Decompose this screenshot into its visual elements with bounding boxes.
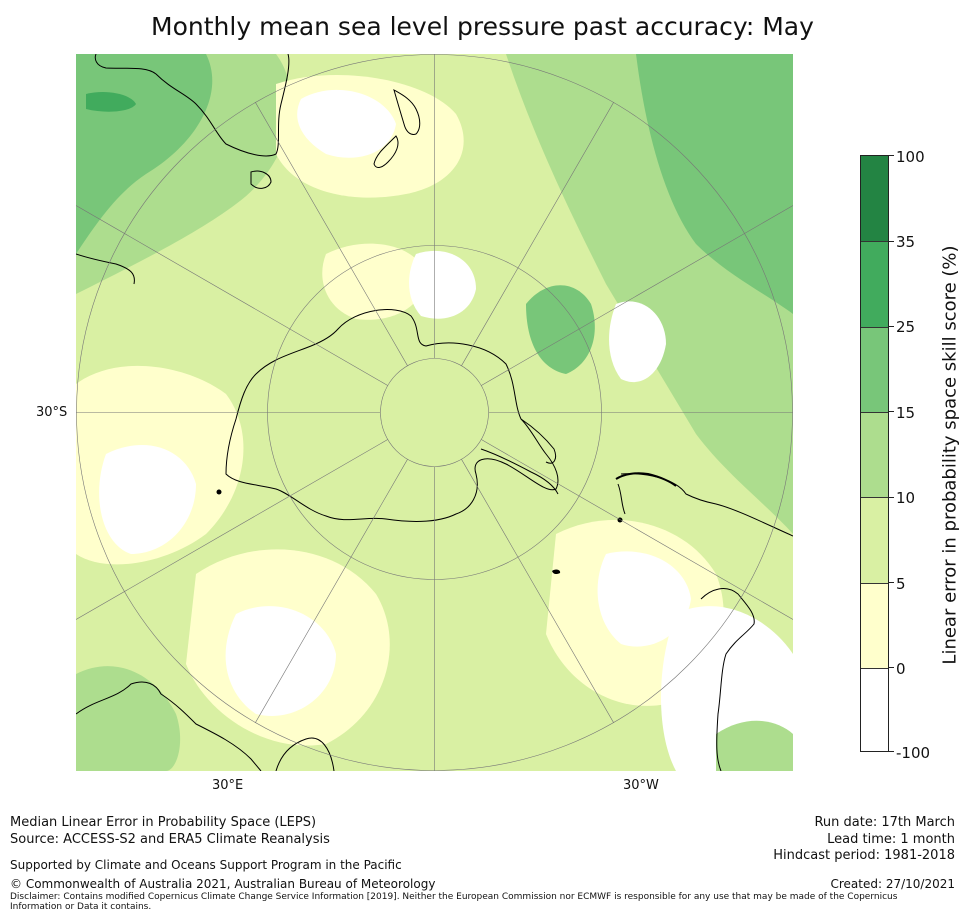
colorbar-bin-5-10 bbox=[861, 497, 888, 583]
colorbar-tickmark-25 bbox=[889, 326, 894, 327]
footer-copyright: © Commonwealth of Australia 2021, Austra… bbox=[10, 877, 436, 891]
meridian-60 bbox=[76, 205, 388, 386]
australia-coastline bbox=[76, 681, 335, 771]
latitude-label-30s: 30°S bbox=[36, 405, 68, 420]
new-zealand-north-island bbox=[393, 88, 421, 135]
meridian-240 bbox=[481, 439, 793, 620]
negative-skill-west bbox=[99, 445, 196, 554]
madagascar-coastline bbox=[250, 170, 272, 189]
negative-skill-southwest bbox=[225, 606, 336, 716]
chile-fjords bbox=[617, 483, 626, 515]
colorbar-bin-10-15 bbox=[861, 412, 888, 497]
colorbar-tick-35: 35 bbox=[896, 233, 916, 251]
colorbar-tickmark-100 bbox=[889, 155, 894, 156]
patagonia-coast-detail bbox=[615, 472, 677, 487]
meridian-300 bbox=[481, 205, 793, 386]
footer-source: Source: ACCESS-S2 and ERA5 Climate Reana… bbox=[10, 832, 330, 847]
footer-support: Supported by Climate and Oceans Support … bbox=[10, 858, 402, 872]
colorbar-tickmark-35 bbox=[889, 241, 894, 242]
colorbar-tickmark-10 bbox=[889, 497, 894, 498]
antarctic-peninsula bbox=[520, 418, 557, 464]
meridian-210 bbox=[461, 459, 614, 723]
falkland-islands bbox=[552, 569, 561, 575]
skill-score-map bbox=[76, 54, 793, 771]
colorbar-tickmark-15 bbox=[889, 411, 894, 412]
colorbar-tick-100: 100 bbox=[896, 148, 925, 166]
negative-skill-center bbox=[409, 250, 476, 319]
skill-zone-south-pacific bbox=[716, 720, 793, 771]
footer-method: Median Linear Error in Probability Space… bbox=[10, 815, 317, 830]
colorbar-tick-10: 10 bbox=[896, 489, 916, 507]
africa-coastline bbox=[94, 54, 290, 157]
new-zealand-south-island bbox=[373, 135, 399, 168]
longitude-label-30w: 30°W bbox=[623, 778, 659, 793]
colorbar-tick-5: 5 bbox=[896, 575, 906, 593]
antarctic-peninsula-tip bbox=[480, 448, 559, 495]
colorbar-tickmark-5 bbox=[889, 582, 894, 583]
colorbar-tick-neg100: -100 bbox=[896, 744, 931, 762]
footer-lead-time: Lead time: 1 month bbox=[827, 832, 955, 847]
colorbar-bin-15-25 bbox=[861, 327, 888, 412]
negative-skill-pacific bbox=[609, 301, 666, 383]
skill-zone-pacific-strong bbox=[636, 54, 793, 314]
skill-zone-pacific-center bbox=[526, 285, 595, 374]
colorbar-bin-25-35 bbox=[861, 241, 888, 327]
meridian-30 bbox=[255, 102, 408, 366]
latitude-circle-80 bbox=[380, 358, 489, 467]
meridian-120 bbox=[76, 439, 388, 620]
footer-created: Created: 27/10/2021 bbox=[830, 877, 955, 891]
footer-run-date: Run date: 17th March bbox=[814, 815, 955, 830]
footer-disclaimer: Disclaimer: Contains modified Copernicus… bbox=[10, 892, 898, 912]
colorbar-tick-25: 25 bbox=[896, 318, 916, 336]
colorbar-bin-neg100-0 bbox=[861, 668, 888, 751]
chart-title: Monthly mean sea level pressure past acc… bbox=[151, 12, 814, 41]
antarctica-coastline bbox=[225, 309, 559, 522]
footer-hindcast: Hindcast period: 1981-2018 bbox=[773, 848, 955, 863]
colorbar-tickmark-0 bbox=[889, 667, 894, 668]
graticule bbox=[76, 54, 793, 771]
colorbar-tick-15: 15 bbox=[896, 404, 916, 422]
polar-map bbox=[76, 54, 793, 771]
west-coast-outline bbox=[76, 253, 135, 285]
meridian-330 bbox=[461, 102, 614, 366]
colorbar-label: Linear error in probability space skill … bbox=[939, 245, 961, 665]
colorbar-tickmark-neg100 bbox=[889, 751, 894, 752]
kerguelen-island bbox=[216, 489, 222, 495]
skill-zone-africa-peak bbox=[86, 92, 136, 112]
colorbar-bin-0-5 bbox=[861, 583, 888, 668]
colorbar-tick-0: 0 bbox=[896, 660, 906, 678]
colorbar-bin-35-100 bbox=[861, 156, 888, 241]
negative-skill-east bbox=[597, 551, 691, 647]
meridian-150 bbox=[255, 459, 408, 723]
skill-zone-australia bbox=[76, 666, 181, 771]
colorbar bbox=[860, 155, 889, 752]
longitude-label-30e: 30°E bbox=[212, 778, 244, 793]
negative-skill-north bbox=[297, 89, 396, 158]
